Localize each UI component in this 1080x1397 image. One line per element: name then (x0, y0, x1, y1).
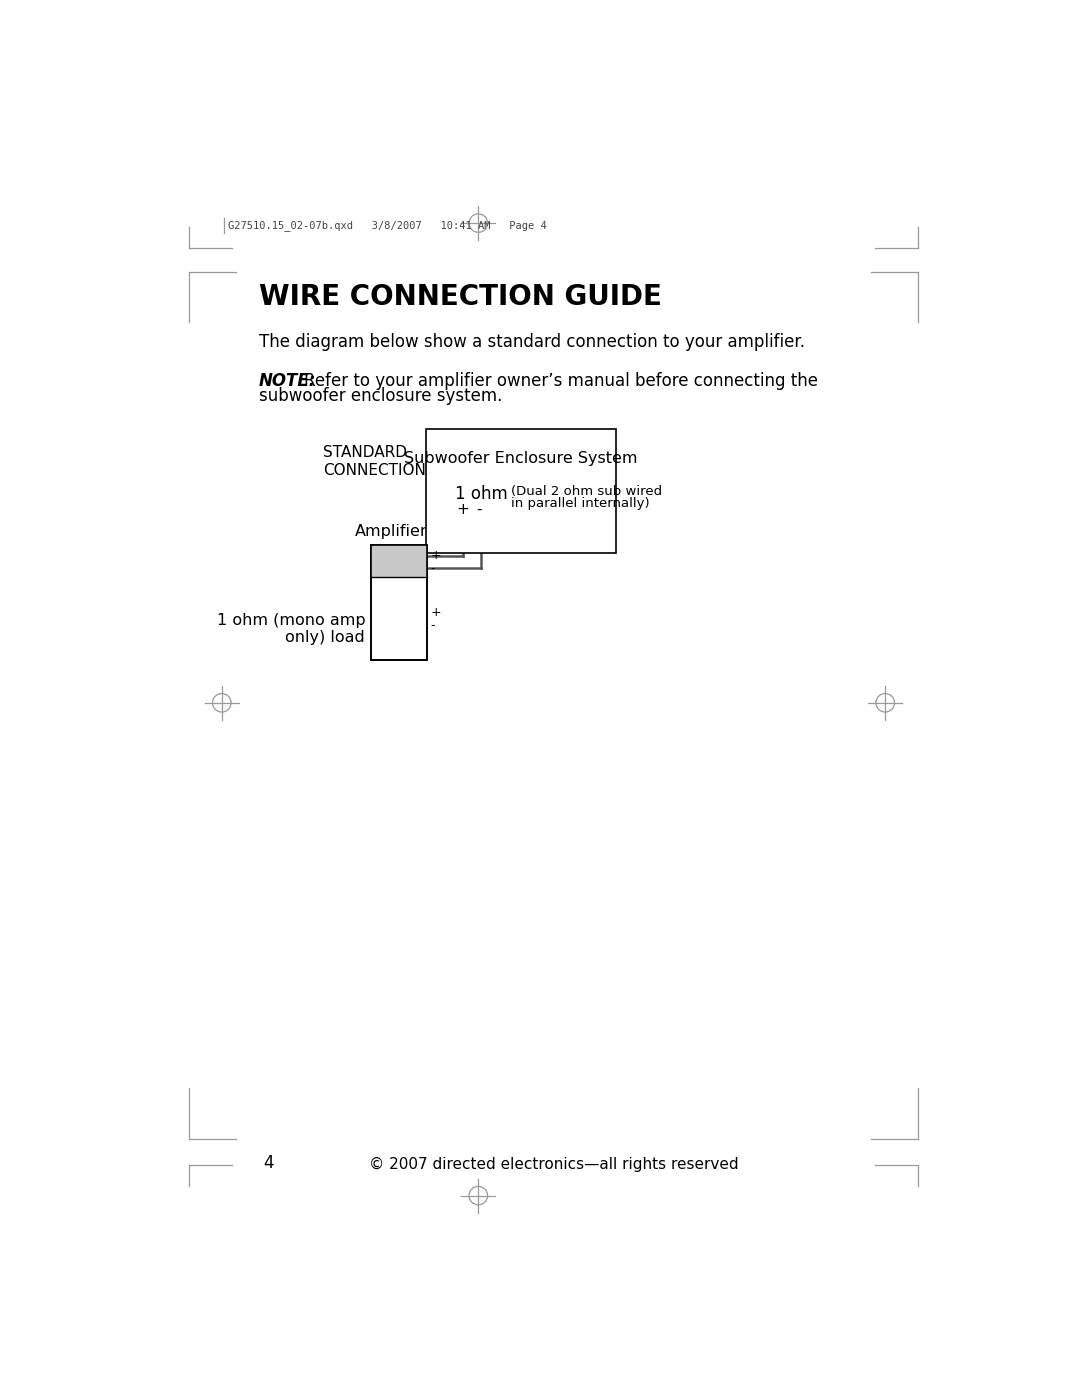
Text: subwoofer enclosure system.: subwoofer enclosure system. (259, 387, 502, 405)
Text: 1 ohm: 1 ohm (455, 485, 508, 503)
Text: 1 ohm (mono amp
only) load: 1 ohm (mono amp only) load (217, 613, 365, 645)
Bar (426, 429, 616, 553)
Text: +: + (457, 502, 470, 517)
Text: +: + (430, 606, 441, 619)
Bar (372, 545, 428, 661)
Text: -: - (476, 502, 482, 517)
Bar (372, 545, 428, 577)
Text: STANDARD
CONNECTION: STANDARD CONNECTION (323, 444, 427, 478)
Text: NOTE:: NOTE: (259, 372, 316, 390)
Text: -: - (430, 619, 435, 633)
Text: 4: 4 (262, 1154, 273, 1172)
Text: Refer to your amplifier owner’s manual before connecting the: Refer to your amplifier owner’s manual b… (303, 372, 818, 390)
Text: The diagram below show a standard connection to your amplifier.: The diagram below show a standard connec… (259, 334, 805, 351)
Text: Amplifier: Amplifier (354, 524, 428, 539)
Text: in parallel internally): in parallel internally) (511, 497, 649, 510)
Text: +: + (430, 549, 441, 562)
Text: © 2007 directed electronics—all rights reserved: © 2007 directed electronics—all rights r… (368, 1158, 739, 1172)
Text: (Dual 2 ohm sub wired: (Dual 2 ohm sub wired (511, 485, 662, 497)
Text: G27510.15_02-07b.qxd   3/8/2007   10:41 AM   Page 4: G27510.15_02-07b.qxd 3/8/2007 10:41 AM P… (228, 219, 546, 231)
Text: Subwoofer Enclosure System: Subwoofer Enclosure System (404, 451, 637, 467)
Text: -: - (430, 562, 435, 574)
Text: WIRE CONNECTION GUIDE: WIRE CONNECTION GUIDE (259, 284, 662, 312)
